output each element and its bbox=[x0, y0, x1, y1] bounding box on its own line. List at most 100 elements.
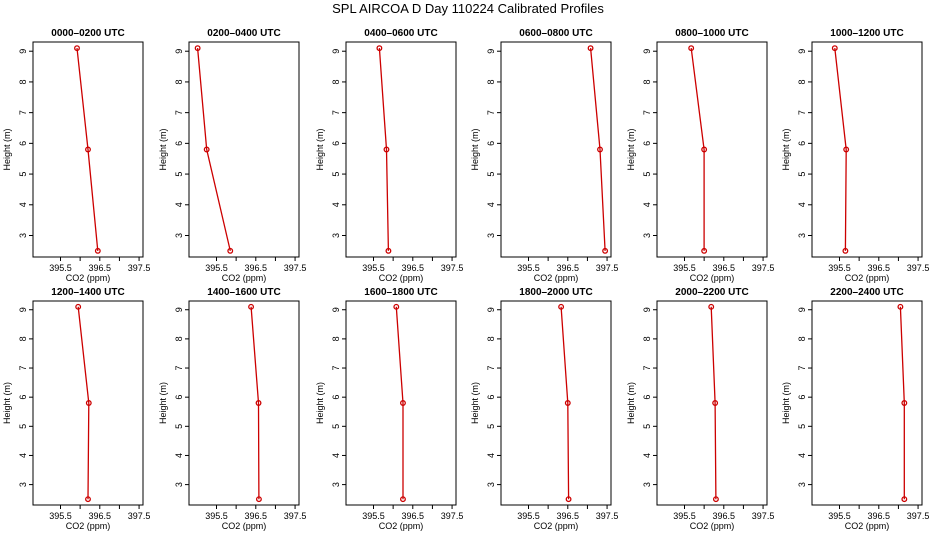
y-tick-label: 3 bbox=[174, 233, 184, 238]
y-tick-label: 8 bbox=[331, 79, 341, 84]
y-tick-label: 7 bbox=[174, 110, 184, 115]
y-tick-label: 9 bbox=[797, 49, 807, 54]
panel-title: 0200–0400 UTC bbox=[207, 28, 280, 39]
data-point bbox=[558, 303, 565, 310]
y-tick-label: 9 bbox=[174, 307, 184, 312]
x-tick-label: 397.5 bbox=[752, 263, 775, 273]
y-tick-label: 4 bbox=[174, 202, 184, 207]
y-tick-label: 8 bbox=[486, 79, 496, 84]
plot-frame bbox=[32, 300, 144, 506]
profile-line bbox=[710, 306, 717, 500]
x-axis-label: CO2 (ppm) bbox=[66, 273, 111, 283]
x-tick-label: 395.5 bbox=[362, 263, 385, 273]
y-tick-label: 5 bbox=[18, 172, 28, 177]
x-axis-label: CO2 (ppm) bbox=[690, 521, 735, 531]
y-tick-label: 3 bbox=[18, 482, 28, 487]
y-tick-label: 7 bbox=[642, 366, 652, 371]
x-tick-label: 397.5 bbox=[128, 263, 151, 273]
x-axis-label: CO2 (ppm) bbox=[222, 521, 267, 531]
y-tick-label: 6 bbox=[174, 141, 184, 146]
y-axis-label: Height (m) bbox=[2, 128, 12, 170]
x-axis-label: CO2 (ppm) bbox=[845, 273, 890, 283]
y-tick-label: 8 bbox=[797, 79, 807, 84]
plot-frame bbox=[500, 300, 612, 506]
x-tick-label: 396.5 bbox=[245, 263, 268, 273]
y-axis-label: Height (m) bbox=[315, 128, 325, 170]
y-tick-label: 6 bbox=[174, 395, 184, 400]
panel-2: 0200–0400 UTC 395.5 396.5 397.5 3 4 5 6 7 8 9 CO2 (… bbox=[158, 28, 306, 283]
plot-frame bbox=[188, 300, 300, 506]
x-tick-label: 397.5 bbox=[284, 263, 307, 273]
data-point bbox=[688, 45, 695, 52]
x-tick-label: 397.5 bbox=[284, 511, 307, 521]
y-tick-label: 4 bbox=[642, 202, 652, 207]
x-axis-label: CO2 (ppm) bbox=[222, 273, 267, 283]
y-tick-label: 6 bbox=[18, 395, 28, 400]
y-tick-label: 6 bbox=[797, 395, 807, 400]
y-tick-label: 3 bbox=[331, 482, 341, 487]
y-tick-label: 8 bbox=[18, 79, 28, 84]
y-tick-label: 3 bbox=[331, 233, 341, 238]
y-tick-label: 5 bbox=[486, 172, 496, 177]
plot-frame bbox=[188, 41, 300, 258]
data-point bbox=[901, 496, 908, 503]
y-tick-label: 9 bbox=[642, 49, 652, 54]
x-tick-label: 397.5 bbox=[907, 511, 930, 521]
x-tick-label: 396.5 bbox=[89, 511, 112, 521]
y-tick-label: 6 bbox=[797, 141, 807, 146]
data-point bbox=[255, 400, 262, 406]
panel-title: 2200–2400 UTC bbox=[830, 287, 903, 298]
y-tick-label: 4 bbox=[18, 453, 28, 458]
panel-title: 0600–0800 UTC bbox=[519, 28, 592, 39]
data-point bbox=[248, 303, 255, 310]
y-tick-label: 9 bbox=[486, 49, 496, 54]
y-tick-label: 6 bbox=[642, 395, 652, 400]
profile-line bbox=[834, 48, 847, 251]
data-point bbox=[564, 400, 571, 406]
y-tick-label: 4 bbox=[331, 453, 341, 458]
y-tick-label: 4 bbox=[486, 202, 496, 207]
y-tick-label: 6 bbox=[331, 395, 341, 400]
y-tick-label: 8 bbox=[18, 336, 28, 341]
x-axis-label: CO2 (ppm) bbox=[379, 521, 424, 531]
x-tick-label: 396.5 bbox=[713, 511, 736, 521]
panel-title: 0400–0600 UTC bbox=[364, 28, 437, 39]
y-tick-label: 6 bbox=[18, 141, 28, 146]
x-tick-label: 396.5 bbox=[868, 511, 891, 521]
y-tick-label: 7 bbox=[486, 110, 496, 115]
data-point bbox=[75, 303, 82, 310]
data-point bbox=[602, 247, 609, 254]
x-tick-label: 397.5 bbox=[128, 511, 151, 521]
x-tick-label: 395.5 bbox=[673, 263, 696, 273]
y-tick-label: 3 bbox=[18, 233, 28, 238]
panel-title: 1000–1200 UTC bbox=[830, 28, 903, 39]
panel-title: 1400–1600 UTC bbox=[207, 287, 280, 298]
x-axis-label: CO2 (ppm) bbox=[66, 521, 111, 531]
data-point bbox=[255, 496, 262, 503]
x-tick-label: 395.5 bbox=[49, 511, 72, 521]
data-point bbox=[203, 146, 210, 153]
data-point bbox=[901, 400, 908, 406]
x-tick-label: 395.5 bbox=[828, 511, 851, 521]
data-point bbox=[85, 400, 92, 406]
data-point bbox=[843, 146, 850, 153]
data-point bbox=[376, 45, 383, 52]
y-tick-label: 8 bbox=[174, 79, 184, 84]
data-point bbox=[597, 146, 603, 153]
profile-line bbox=[395, 306, 404, 500]
data-point bbox=[85, 146, 91, 153]
y-axis-label: Height (m) bbox=[470, 382, 480, 424]
x-tick-label: 396.5 bbox=[245, 511, 268, 521]
panel-title: 1200–1400 UTC bbox=[51, 287, 124, 298]
y-axis-label: Height (m) bbox=[470, 128, 480, 170]
plot-frame bbox=[656, 41, 768, 258]
y-tick-label: 6 bbox=[331, 141, 341, 146]
data-point bbox=[587, 45, 594, 52]
x-tick-label: 395.5 bbox=[517, 263, 540, 273]
profile-line bbox=[589, 48, 606, 251]
x-tick-label: 396.5 bbox=[402, 511, 425, 521]
plot-frame bbox=[345, 41, 457, 258]
y-tick-label: 6 bbox=[486, 141, 496, 146]
y-tick-label: 4 bbox=[642, 453, 652, 458]
profile-line bbox=[378, 48, 390, 251]
